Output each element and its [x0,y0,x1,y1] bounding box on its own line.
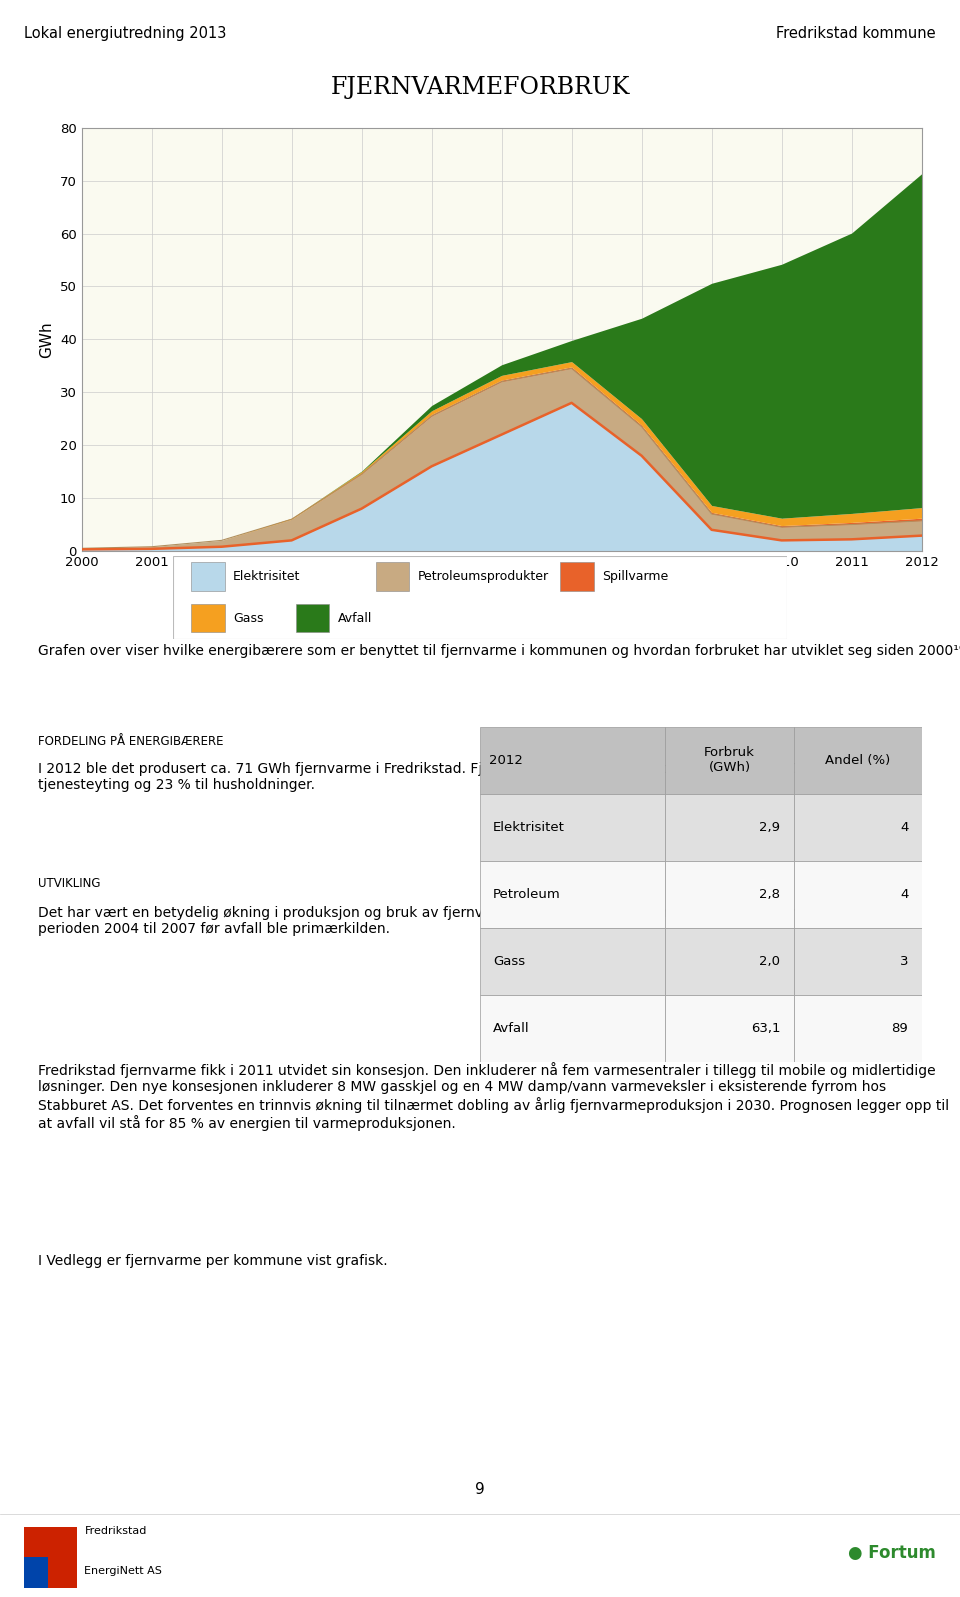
Bar [794,794,922,861]
Text: 3: 3 [900,955,908,968]
Bar [24,1527,77,1587]
Text: Elektrisitet: Elektrisitet [233,570,300,583]
Bar [191,604,225,632]
Text: Fredrikstad: Fredrikstad [84,1527,147,1536]
Text: Petroleumsprodukter: Petroleumsprodukter [418,570,548,583]
Text: 89: 89 [892,1022,908,1035]
Text: Det har vært en betydelig økning i produksjon og bruk av fjernvarme i perioden. : Det har vært en betydelig økning i produ… [38,904,898,936]
Bar [480,995,665,1062]
Text: FORDELING PÅ ENERGIBÆRERE: FORDELING PÅ ENERGIBÆRERE [38,735,224,747]
Bar [480,794,665,861]
Bar [191,562,225,591]
Text: 2,0: 2,0 [759,955,780,968]
Text: Grafen over viser hvilke energibærere som er benyttet til fjernvarme i kommunen : Grafen over viser hvilke energibærere so… [38,644,960,658]
Text: I 2012 ble det produsert ca. 71 GWh fjernvarme i Fredrikstad. Fjernvarmen produs: I 2012 ble det produsert ca. 71 GWh fjer… [38,762,900,792]
Bar [375,562,409,591]
Text: ● Fortum: ● Fortum [848,1544,936,1562]
Bar [794,995,922,1062]
Text: Andel (%): Andel (%) [825,754,890,767]
Text: Gass: Gass [233,612,263,624]
Bar [480,861,665,928]
Bar [794,928,922,995]
Text: 63,1: 63,1 [751,1022,780,1035]
Bar [665,727,794,794]
Text: 4: 4 [900,888,908,901]
Text: Forbruk
(GWh): Forbruk (GWh) [704,746,755,775]
Text: 9: 9 [475,1482,485,1496]
Bar [665,995,794,1062]
Text: Gass: Gass [493,955,525,968]
Bar [560,562,593,591]
Bar [665,861,794,928]
Text: Spillvarme: Spillvarme [602,570,668,583]
Text: 2,8: 2,8 [759,888,780,901]
Text: EnergiNett AS: EnergiNett AS [84,1565,162,1576]
Bar [665,794,794,861]
Bar [480,727,665,794]
Text: Petroleum: Petroleum [493,888,561,901]
Text: I Vedlegg er fjernvarme per kommune vist grafisk.: I Vedlegg er fjernvarme per kommune vist… [38,1254,388,1268]
Text: FJERNVARMEFORBRUK: FJERNVARMEFORBRUK [330,77,630,99]
Bar [794,861,922,928]
Bar [480,928,665,995]
Text: Avfall: Avfall [493,1022,530,1035]
Bar [296,604,329,632]
Text: Lokal energiutredning 2013: Lokal energiutredning 2013 [24,26,227,42]
Text: Elektrisitet: Elektrisitet [493,821,565,834]
Bar [24,1557,48,1587]
Bar [665,928,794,995]
Text: 2,9: 2,9 [759,821,780,834]
Bar [794,727,922,794]
Text: Fredrikstad fjernvarme fikk i 2011 utvidet sin konsesjon. Den inkluderer nå fem : Fredrikstad fjernvarme fikk i 2011 utvid… [38,1062,949,1131]
Text: 4: 4 [900,821,908,834]
Y-axis label: GWh: GWh [39,321,55,358]
Text: Fredrikstad kommune: Fredrikstad kommune [777,26,936,42]
Text: 2012: 2012 [489,754,522,767]
Text: Avfall: Avfall [338,612,372,624]
Text: UTVIKLING: UTVIKLING [38,877,101,890]
